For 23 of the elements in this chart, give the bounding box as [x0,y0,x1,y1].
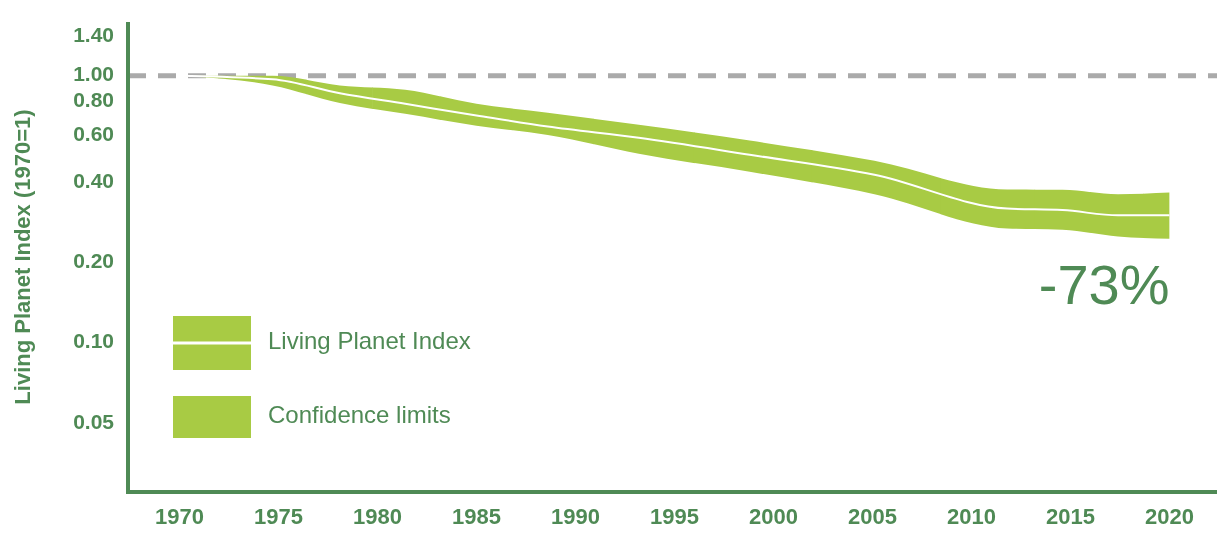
y-tick-label: 0.10 [73,329,114,353]
y-tick-label: 0.05 [73,409,115,433]
x-tick-label: 2000 [749,504,798,529]
y-tick-label: 0.20 [73,248,114,272]
y-tick-label: 0.40 [73,168,114,192]
x-tick-label: 1985 [452,504,501,529]
y-tick-label: 1.40 [73,23,114,47]
x-tick-label: 2020 [1145,504,1194,529]
x-tick-label: 2015 [1046,504,1095,529]
y-tick-label: 1.00 [73,62,114,86]
y-tick-label: 0.80 [73,88,114,112]
x-tick-label: 1975 [254,504,303,529]
annotation: -73% [1038,252,1170,316]
x-tick-label: 2005 [848,504,897,529]
annotation: Confidence limits [268,401,451,429]
x-tick-label: 1970 [155,504,204,529]
x-tick-label: 1980 [353,504,402,529]
x-tick-label: 2010 [947,504,996,529]
y-axis-title: Living Planet Index (1970=1) [10,109,35,405]
x-tick-label: 1995 [650,504,699,529]
y-tick-label: 0.60 [73,121,114,145]
legend-label: Living Planet Index [268,327,471,355]
x-tick-label: 1990 [551,504,600,529]
